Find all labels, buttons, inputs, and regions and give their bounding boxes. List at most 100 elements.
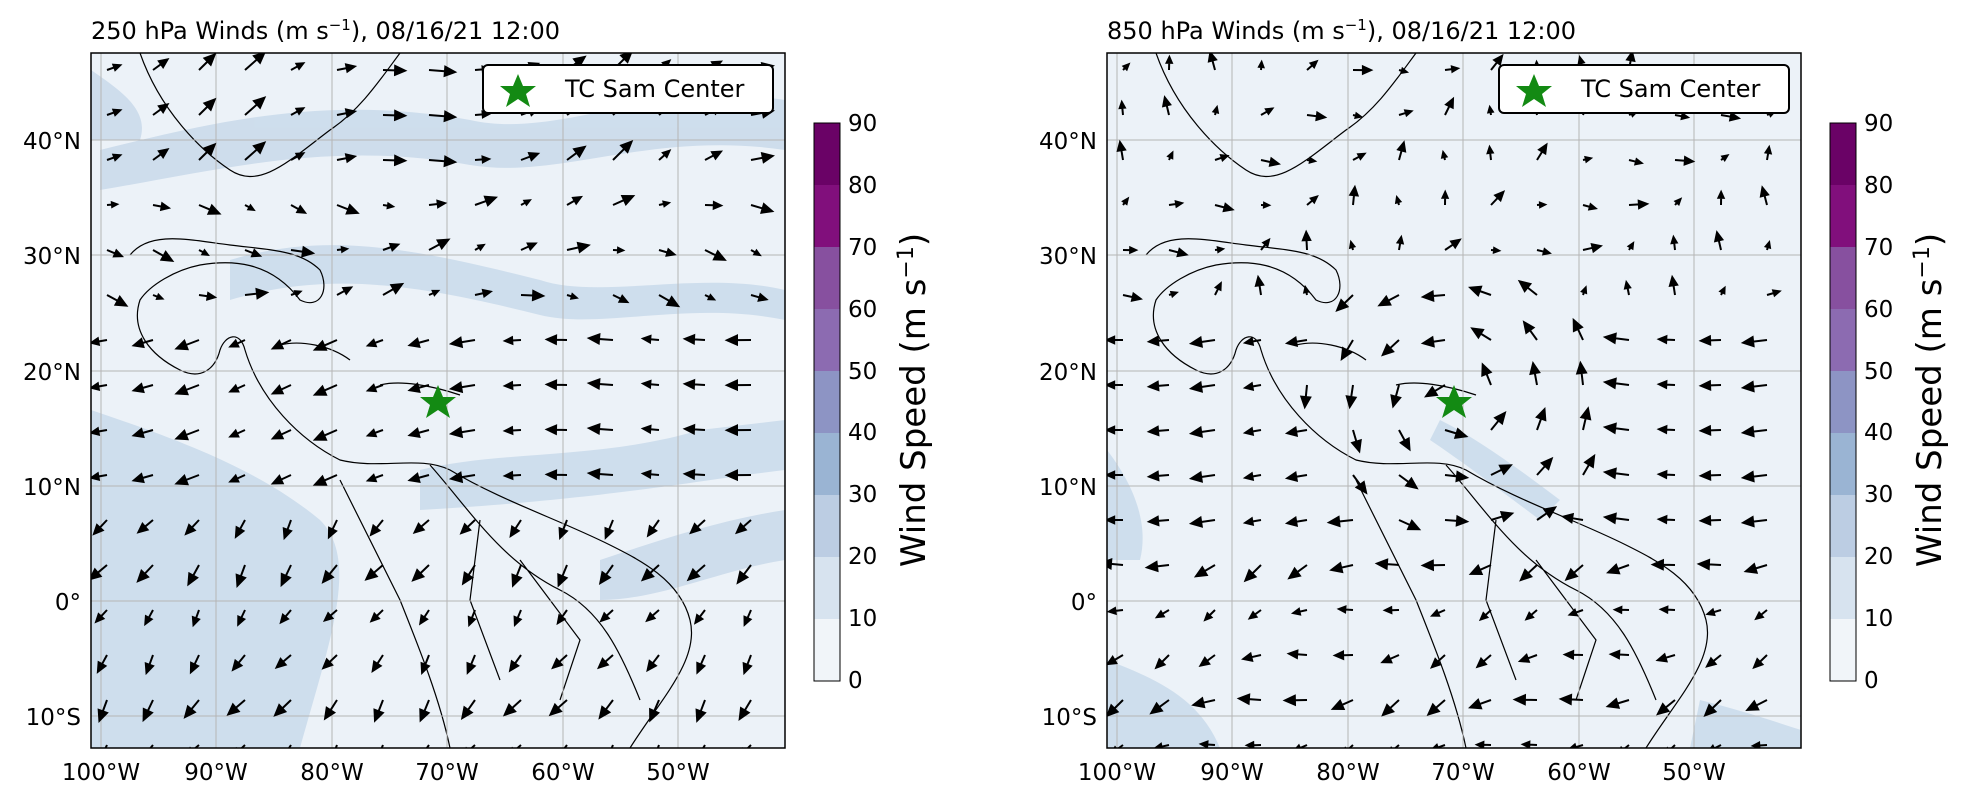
- wind-arrow: [1486, 144, 1495, 161]
- wind-arrow: [1332, 650, 1354, 661]
- wind-arrow: [1149, 699, 1170, 715]
- wind-arrow: [336, 153, 358, 164]
- lon-tick: 100°W: [62, 760, 140, 786]
- wind-arrow: [658, 294, 681, 308]
- wind-arrow: [336, 286, 354, 296]
- wind-arrow: [92, 519, 108, 536]
- wind-arrow: [1377, 294, 1400, 307]
- cb-tick: 10: [848, 606, 877, 632]
- wind-arrow: [287, 744, 292, 748]
- wind-arrow: [1107, 606, 1124, 616]
- wind-arrow: [1490, 511, 1515, 523]
- wind-arrow: [1154, 654, 1170, 670]
- wind-arrow: [520, 242, 538, 252]
- wind-arrow: [1536, 247, 1552, 256]
- wind-arrow: [149, 744, 154, 748]
- wind-arrow: [244, 96, 267, 116]
- wind-arrow: [508, 654, 522, 673]
- wind-arrow: [656, 744, 660, 748]
- lat-tick: 10°S: [1042, 705, 1097, 731]
- wind-arrow: [544, 469, 568, 481]
- wind-arrow: [1674, 155, 1696, 166]
- wind-arrow: [131, 472, 154, 484]
- wind-arrow: [750, 248, 762, 257]
- legend-star-icon: [500, 74, 536, 107]
- wind-arrow: [104, 744, 108, 748]
- wind-arrow: [1656, 699, 1676, 716]
- wind-arrow: [474, 288, 493, 299]
- wind-arrow: [1329, 561, 1354, 574]
- wind-arrow: [144, 609, 154, 627]
- colorbar-bin: [1830, 371, 1856, 433]
- wind-arrow: [586, 423, 614, 436]
- wind-arrow: [106, 248, 125, 258]
- wind-arrow: [144, 654, 155, 676]
- wind-arrow: [1340, 339, 1354, 361]
- wind-arrow: [1107, 654, 1124, 666]
- wind-arrow: [696, 654, 707, 675]
- wind-arrow: [1582, 202, 1598, 211]
- wind-arrow: [1352, 111, 1364, 120]
- colorbar-bin: [814, 123, 840, 185]
- wind-arrow: [1429, 654, 1446, 669]
- wind-arrow: [1670, 234, 1679, 251]
- wind-arrow: [682, 468, 706, 480]
- colorbar-bin: [814, 371, 840, 433]
- wind-arrow: [511, 564, 523, 588]
- wind-arrow: [1575, 360, 1588, 386]
- colorbar-bin: [1830, 557, 1856, 619]
- lat-tick: 10°N: [1039, 475, 1097, 501]
- wind-arrow: [1260, 237, 1271, 251]
- wind-arrow: [152, 249, 175, 263]
- wind-arrow: [198, 97, 217, 116]
- wind-arrow: [704, 249, 727, 261]
- wind-arrow: [548, 699, 568, 717]
- wind-speed-shading: [91, 70, 785, 748]
- wind-arrow: [365, 428, 384, 438]
- wind-arrow: [448, 381, 476, 394]
- wind-arrow: [658, 247, 677, 257]
- wind-arrow: [1242, 336, 1262, 347]
- wind-arrow: [1118, 99, 1127, 116]
- wind-arrow: [1720, 154, 1730, 162]
- wind-arrow: [91, 426, 108, 437]
- tc-center-star: [420, 385, 456, 418]
- colorbar-bin: [814, 495, 840, 557]
- wind-arrow: [1188, 425, 1216, 438]
- wind-arrow: [131, 382, 154, 394]
- wind-arrow: [693, 609, 706, 625]
- wind-arrow: [1608, 649, 1630, 660]
- wind-arrow: [1290, 607, 1308, 616]
- wind-arrow: [1429, 608, 1446, 617]
- wind-arrow: [231, 654, 246, 672]
- wind-arrow: [228, 473, 246, 483]
- wind-arrow: [336, 108, 358, 119]
- wind-arrow: [704, 150, 724, 161]
- wind-arrow: [228, 428, 246, 438]
- wind-arrow: [373, 699, 385, 723]
- wind-arrow: [640, 424, 660, 435]
- wind-arrow: [1398, 429, 1411, 452]
- wind-arrow: [1696, 558, 1722, 571]
- cb-tick: 40: [1864, 420, 1893, 446]
- cb-tick: 10: [1864, 606, 1893, 632]
- wind-arrow: [1522, 320, 1538, 341]
- wind-arrow: [1536, 142, 1548, 161]
- cb-tick: 90: [848, 111, 877, 137]
- colorbar-bin: [1830, 247, 1856, 309]
- wind-vectors: [91, 53, 775, 748]
- wind-arrow: [407, 382, 430, 394]
- wind-arrow: [1623, 279, 1632, 296]
- wind-arrow: [1168, 290, 1179, 299]
- colorbar-bin: [1830, 185, 1856, 247]
- wind-arrow: [686, 564, 706, 582]
- wind-arrow: [1214, 245, 1226, 254]
- cb-tick: 40: [848, 420, 877, 446]
- wind-arrow: [1161, 95, 1172, 116]
- wind-arrow: [1398, 519, 1422, 531]
- wind-arrow: [1144, 560, 1170, 573]
- wind-arrow: [1698, 424, 1722, 437]
- wind-arrow: [1740, 380, 1768, 393]
- wind-arrow: [1606, 563, 1630, 575]
- wind-arrow: [312, 339, 338, 351]
